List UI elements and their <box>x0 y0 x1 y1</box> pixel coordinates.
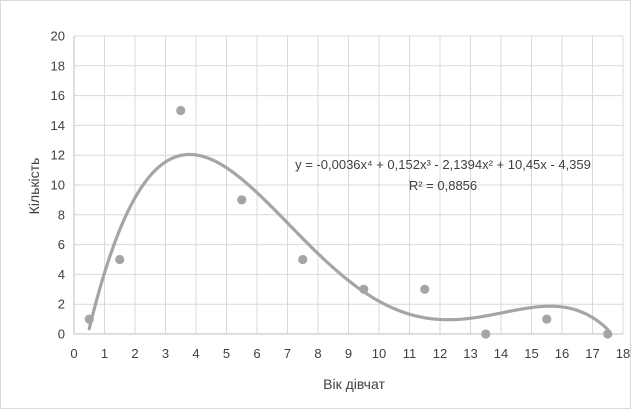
x-tick-label: 18 <box>616 346 630 361</box>
x-tick-label: 13 <box>463 346 477 361</box>
data-point <box>420 284 430 294</box>
x-tick-label: 1 <box>101 346 108 361</box>
y-tick-label: 18 <box>51 58 65 73</box>
data-point <box>84 314 94 324</box>
x-tick-label: 17 <box>585 346 599 361</box>
x-tick-label: 0 <box>70 346 77 361</box>
trendline-r-squared: R² = 0,8856 <box>409 178 477 193</box>
y-tick-labels: 0 2 4 6 8 10 12 14 16 18 20 <box>51 29 65 342</box>
data-point <box>481 329 491 339</box>
data-point <box>176 105 186 116</box>
y-tick-label: 6 <box>58 237 65 252</box>
x-tick-label: 14 <box>494 346 508 361</box>
data-point <box>603 329 613 339</box>
data-point <box>359 284 369 294</box>
axes <box>73 36 623 335</box>
x-tick-label: 2 <box>131 346 138 361</box>
y-tick-label: 0 <box>58 327 65 342</box>
x-tick-label: 6 <box>253 346 260 361</box>
x-tick-label: 11 <box>403 346 417 361</box>
trendline <box>87 152 610 331</box>
x-tick-label: 3 <box>162 346 169 361</box>
x-tick-label: 5 <box>223 346 230 361</box>
y-tick-label: 16 <box>51 88 65 103</box>
x-tick-labels: 0 1 2 3 4 5 6 7 8 9 10 11 12 13 14 15 16 17 18 <box>70 346 630 361</box>
data-point <box>115 254 125 265</box>
x-tick-label: 15 <box>524 346 538 361</box>
data-points <box>84 105 613 339</box>
data-point <box>542 314 552 324</box>
x-axis-title: Вік дівчат <box>323 376 385 392</box>
trendline-equation: y = -0,0036x⁴ + 0,152x³ - 2,1394x² + 10,… <box>295 157 591 172</box>
y-tick-label: 8 <box>58 207 65 222</box>
x-tick-label: 8 <box>314 346 321 361</box>
y-tick-label: 10 <box>51 178 65 193</box>
x-tick-label: 10 <box>372 346 386 361</box>
x-tick-label: 16 <box>555 346 569 361</box>
x-tick-label: 9 <box>345 346 352 361</box>
y-axis-title: Кількість <box>26 158 42 215</box>
x-tick-label: 7 <box>284 346 291 361</box>
y-tick-label: 14 <box>51 118 65 133</box>
x-tick-label: 4 <box>192 346 199 361</box>
y-tick-label: 2 <box>58 297 65 312</box>
y-tick-label: 20 <box>51 29 65 44</box>
data-point <box>298 254 308 265</box>
y-tick-label: 4 <box>58 267 65 282</box>
x-tick-label: 12 <box>433 346 447 361</box>
polynomial-trendline <box>87 152 610 331</box>
data-point <box>237 195 247 205</box>
gridlines <box>74 35 624 334</box>
y-tick-label: 12 <box>51 148 65 163</box>
